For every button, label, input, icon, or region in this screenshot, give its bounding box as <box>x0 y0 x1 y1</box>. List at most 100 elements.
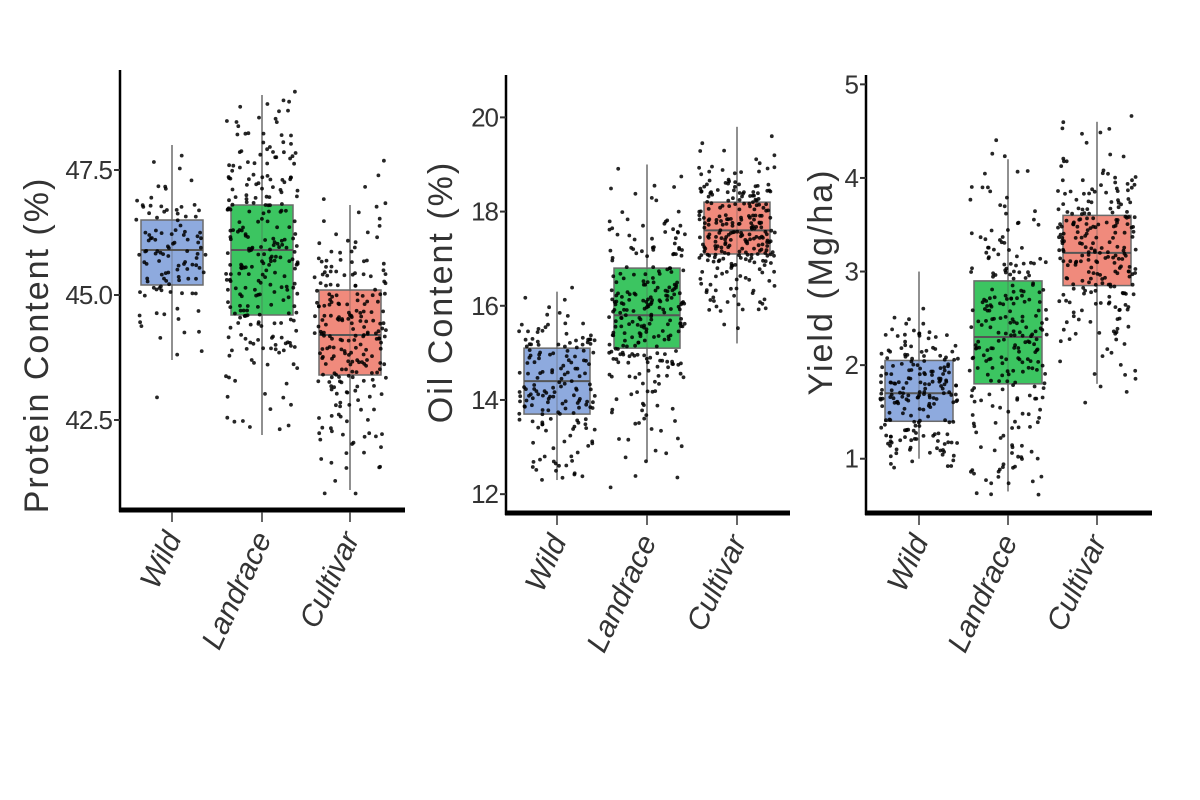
data-point <box>714 235 718 239</box>
data-point <box>887 410 892 415</box>
data-point <box>1004 211 1008 216</box>
data-point <box>563 321 568 326</box>
data-point <box>672 282 677 287</box>
data-point <box>1084 222 1089 226</box>
data-point <box>353 283 358 288</box>
data-point <box>1113 175 1117 180</box>
data-point <box>709 201 714 206</box>
data-point <box>699 253 704 257</box>
data-point <box>197 329 201 334</box>
data-point <box>644 330 649 334</box>
data-point <box>1121 248 1126 253</box>
data-point <box>228 207 233 212</box>
data-point <box>1009 296 1014 301</box>
data-point <box>162 276 166 281</box>
data-point <box>1123 303 1128 307</box>
data-point <box>972 399 977 404</box>
data-point <box>228 272 233 276</box>
data-point <box>282 237 287 242</box>
data-point <box>338 404 342 409</box>
data-point <box>517 390 522 394</box>
data-point <box>757 236 762 240</box>
data-point <box>918 380 923 385</box>
data-point <box>1065 276 1070 281</box>
data-point <box>657 298 662 303</box>
data-point <box>953 392 958 397</box>
data-point <box>1100 354 1105 358</box>
data-point <box>898 390 902 395</box>
data-point <box>575 366 580 371</box>
data-point <box>665 267 670 272</box>
data-point <box>358 342 363 347</box>
data-point <box>747 277 752 282</box>
data-point <box>519 322 524 327</box>
data-point <box>337 315 341 319</box>
data-point <box>365 299 370 304</box>
data-point <box>317 241 322 246</box>
data-point <box>524 398 529 403</box>
data-point <box>380 326 385 331</box>
data-point <box>970 468 975 472</box>
data-point <box>679 317 683 321</box>
data-point <box>175 306 180 311</box>
data-point <box>1091 271 1096 275</box>
data-point <box>251 201 256 205</box>
data-point <box>531 460 536 464</box>
data-point <box>271 150 275 154</box>
data-point <box>312 275 317 280</box>
data-point <box>768 252 773 257</box>
data-point <box>332 385 336 390</box>
data-point <box>727 243 732 248</box>
data-point <box>383 201 388 206</box>
data-point <box>274 120 279 124</box>
data-point <box>1116 256 1121 261</box>
data-point <box>168 290 173 294</box>
data-point <box>904 321 909 326</box>
data-point <box>646 368 651 373</box>
data-point <box>176 263 181 268</box>
data-point <box>534 468 539 472</box>
data-point <box>244 347 249 351</box>
data-point <box>318 437 323 442</box>
data-point <box>1078 241 1082 246</box>
data-point <box>974 430 979 435</box>
data-point <box>166 244 170 249</box>
data-point <box>1021 261 1026 266</box>
data-point <box>338 400 343 405</box>
data-point <box>904 428 909 433</box>
data-point <box>884 418 888 423</box>
data-point <box>1087 211 1091 216</box>
data-point <box>907 317 911 322</box>
x-tick-label: Wild <box>881 529 936 597</box>
y-tick-label: 12 <box>471 479 498 509</box>
data-point <box>1015 169 1020 174</box>
data-point <box>565 314 570 318</box>
data-point <box>1089 276 1093 281</box>
data-point <box>1079 235 1084 240</box>
data-point <box>1020 319 1025 323</box>
data-point <box>700 141 705 146</box>
data-point <box>176 317 181 321</box>
data-point <box>764 248 769 253</box>
x-tick-label: Wild <box>519 529 574 597</box>
data-point <box>969 325 974 329</box>
data-point <box>245 313 250 318</box>
data-point <box>246 131 251 136</box>
data-point <box>592 338 597 343</box>
data-point <box>268 247 272 252</box>
data-point <box>353 240 358 245</box>
data-point <box>645 360 650 365</box>
data-point <box>375 235 379 240</box>
data-point <box>734 277 739 282</box>
data-point <box>988 303 993 307</box>
data-point <box>176 275 181 279</box>
data-point <box>761 235 765 240</box>
data-point <box>280 242 285 247</box>
data-point <box>931 433 936 438</box>
data-point <box>983 237 988 242</box>
data-point <box>1013 464 1017 469</box>
data-point <box>652 183 657 188</box>
y-tick-label: 14 <box>471 385 498 415</box>
data-point <box>517 411 522 416</box>
data-point <box>344 451 349 455</box>
